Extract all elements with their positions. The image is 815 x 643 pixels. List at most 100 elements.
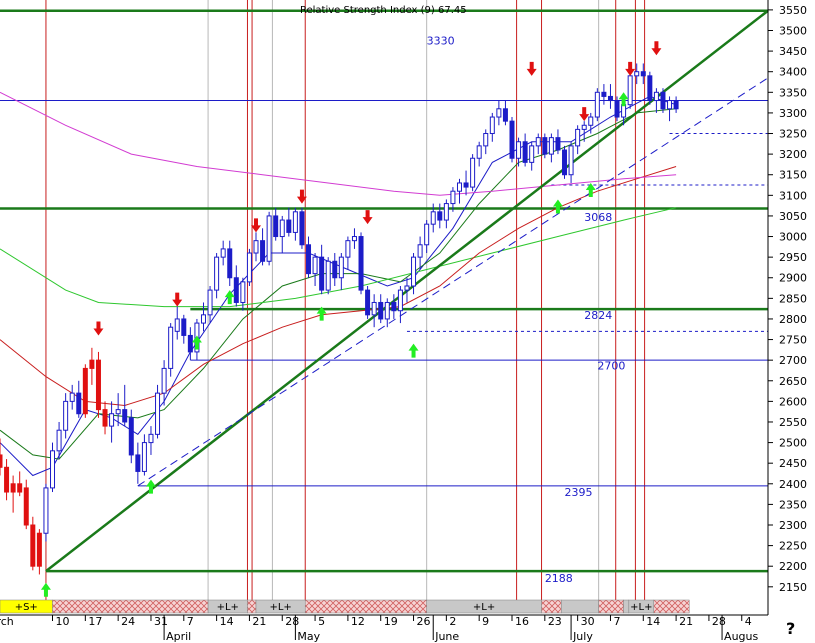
- signal-band: [52, 599, 209, 614]
- candle-body: [4, 466, 10, 493]
- sell-arrow: [579, 107, 590, 122]
- y-tick-label: 2800: [779, 313, 807, 326]
- candle-body: [30, 524, 36, 567]
- y-tick-label: 2400: [779, 478, 807, 491]
- x-tick-label: 21: [679, 615, 693, 628]
- candle-body: [115, 409, 121, 415]
- candle-body: [614, 100, 620, 118]
- y-tick-label: 2950: [779, 251, 807, 264]
- candle-body: [411, 256, 417, 287]
- candle-body: [378, 301, 384, 320]
- candle-body: [430, 211, 436, 225]
- candle-body: [365, 289, 371, 316]
- candle-body: [502, 108, 508, 122]
- candle-body: [332, 260, 338, 279]
- candle-body: [575, 128, 581, 147]
- sell-arrow: [93, 321, 104, 336]
- y-tick-label: 3250: [779, 128, 807, 141]
- candle-body: [266, 215, 272, 262]
- candle-body: [562, 149, 568, 176]
- signal-band: [304, 599, 427, 614]
- level-label: 2395: [565, 486, 593, 499]
- candle-body: [535, 137, 541, 147]
- buy-arrow: [585, 182, 596, 197]
- signal-band: [541, 599, 562, 614]
- candle-body: [548, 137, 554, 155]
- candle-body: [148, 433, 154, 444]
- candle-body: [76, 392, 82, 415]
- candle-body: [240, 281, 246, 303]
- x-tick-label: 14: [220, 615, 234, 628]
- buy-arrow: [316, 306, 327, 321]
- candle-body: [214, 256, 220, 291]
- candle-body: [23, 487, 29, 526]
- buy-arrow: [191, 335, 202, 350]
- candle-body: [529, 145, 535, 163]
- candle-body: [634, 71, 640, 77]
- candle-body: [253, 240, 259, 254]
- y-tick-label: 2500: [779, 437, 807, 450]
- candle-body: [667, 100, 673, 110]
- x-tick-label: 5: [318, 615, 325, 628]
- signal-band: [598, 599, 624, 614]
- moving-average-line: [0, 91, 677, 196]
- candle-body: [36, 532, 42, 567]
- chart-title-overlay: Relative Strength Index (9) 67.45: [300, 5, 467, 16]
- signal-band: [247, 599, 257, 614]
- plot-background: [0, 0, 768, 600]
- y-tick-label: 2850: [779, 292, 807, 305]
- candle-body: [299, 211, 305, 246]
- candle-body: [601, 91, 607, 97]
- x-tick-label: 16: [515, 615, 529, 628]
- y-tick-label: 2450: [779, 457, 807, 470]
- buy-arrow: [618, 92, 629, 107]
- candle-body: [463, 182, 469, 188]
- candle-body: [187, 334, 193, 353]
- candle-body: [338, 256, 344, 279]
- month-label: July: [572, 630, 593, 643]
- month-label: April: [166, 630, 191, 643]
- x-tick-label: 19: [384, 615, 398, 628]
- candle-body: [555, 137, 561, 151]
- y-tick-label: 2750: [779, 334, 807, 347]
- candle-body: [660, 91, 666, 110]
- buy-arrow: [552, 199, 563, 214]
- candle-body: [391, 301, 397, 312]
- y-tick-label: 2350: [779, 498, 807, 511]
- candle-body: [588, 116, 594, 126]
- signal-band-label: +L+: [630, 602, 652, 613]
- level-label: 2700: [597, 360, 625, 373]
- sell-arrow: [651, 41, 662, 56]
- candle-body: [371, 301, 377, 316]
- x-tick-label: 7: [187, 615, 194, 628]
- candle-body: [122, 409, 128, 423]
- x-tick-label: 31: [154, 615, 168, 628]
- signal-band-label: +L+: [217, 602, 239, 613]
- candle-body: [312, 256, 318, 275]
- candle-body: [233, 277, 239, 303]
- candle-body: [0, 454, 3, 468]
- candle-body: [653, 91, 659, 102]
- x-tick-label: 14: [646, 615, 660, 628]
- y-tick-label: 3350: [779, 86, 807, 99]
- candle-body: [207, 289, 213, 316]
- candle-body: [476, 145, 482, 159]
- candle-body: [509, 120, 515, 159]
- candle-body: [109, 413, 115, 427]
- y-tick-label: 3150: [779, 169, 807, 182]
- x-tick-label: 28: [285, 615, 299, 628]
- x-tick-label: rch: [0, 615, 14, 628]
- sell-arrow: [296, 189, 307, 204]
- candle-body: [279, 219, 285, 238]
- candle-body: [89, 359, 95, 369]
- x-tick-label: 7: [613, 615, 620, 628]
- help-mark[interactable]: ?: [786, 619, 795, 638]
- x-tick-label: 21: [252, 615, 266, 628]
- candle-body: [443, 203, 449, 221]
- y-tick-label: 2700: [779, 354, 807, 367]
- x-tick-label: 26: [417, 615, 431, 628]
- candle-body: [135, 454, 141, 472]
- x-tick-label: 24: [121, 615, 135, 628]
- candle-body: [489, 116, 495, 135]
